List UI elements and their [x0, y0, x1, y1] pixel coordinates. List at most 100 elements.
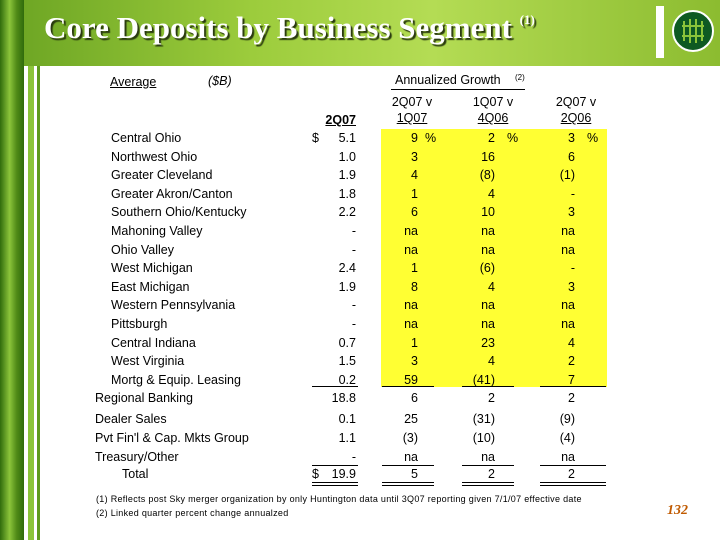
value-2q07: -: [351, 317, 356, 331]
value-2q07: 1.8: [338, 186, 356, 201]
segment-row-label: Dealer Sales: [95, 412, 167, 426]
growth-1q07-v-4q06: na: [481, 224, 495, 238]
growth-2q07-v-2q06: 3: [568, 131, 575, 145]
growth-2q07-v-2q06: na: [561, 224, 575, 238]
segment-row-label: Greater Cleveland: [111, 168, 213, 183]
total-double-line: [462, 482, 514, 483]
title-banner: [0, 0, 720, 66]
dollar-sign: $: [312, 131, 319, 145]
growth-2q07-v-2q06: 7: [568, 372, 575, 387]
footnote-1: (1) Reflects post Sky merger organizatio…: [96, 494, 582, 504]
growth-2q07-v-1q07: 1: [411, 261, 418, 276]
header-col2-line2: 1Q07: [396, 111, 428, 125]
segment-row-label: Greater Akron/Canton: [111, 186, 233, 201]
value-2q07: 0.7: [338, 335, 356, 350]
growth-2q07-v-2q06: 2: [568, 467, 575, 481]
subtotal-line: [540, 386, 606, 387]
header-growth: Annualized Growth: [395, 73, 501, 87]
growth-2q07-v-2q06: na: [561, 242, 575, 257]
value-2q07: 0.2: [338, 372, 356, 387]
segment-row-label: Western Pennsylvania: [111, 298, 236, 313]
header-col2-line1: 2Q07 v: [391, 95, 433, 109]
total-double-line: [312, 482, 358, 483]
growth-2q07-v-2q06: na: [561, 298, 575, 313]
growth-1q07-v-4q06: 4: [488, 354, 495, 369]
value-2q07: 2.4: [338, 261, 356, 276]
value-2q07: -: [351, 298, 356, 313]
regional-banking-label: Regional Banking: [95, 391, 193, 405]
growth-2q07-v-1q07: 4: [411, 168, 418, 183]
left-accent-bar: [0, 0, 24, 540]
value-2q07: -: [351, 449, 356, 464]
dollar-sign: $: [312, 467, 319, 481]
growth-2q07-v-2q06: -: [570, 186, 575, 201]
growth-2q07-v-1q07: 59: [404, 372, 418, 387]
segment-row-label: West Virginia: [111, 354, 185, 369]
value-2q07: 0.1: [338, 412, 356, 426]
segment-row-label: Southern Ohio/Kentucky: [111, 205, 247, 220]
growth-2q07-v-1q07: 25: [404, 412, 418, 426]
growth-2q07-v-2q06: 6: [568, 149, 575, 164]
segment-row-label: East Michigan: [111, 279, 190, 294]
growth-2q07-v-1q07: 9: [411, 131, 418, 145]
total-line: [540, 465, 606, 466]
growth-1q07-v-4q06: na: [481, 449, 495, 464]
growth-2q07-v-1q07: 5: [411, 467, 418, 481]
segment-row-label: Treasury/Other: [95, 449, 179, 464]
growth-2q07-v-1q07: na: [404, 242, 418, 257]
value-2q07: 5.1: [338, 131, 356, 145]
growth-1q07-v-4q06: na: [481, 298, 495, 313]
growth-1q07-v-4q06: (10): [472, 430, 495, 445]
title-footnote-marker: (1): [519, 12, 535, 27]
growth-2q07-v-2q06: 3: [568, 279, 575, 294]
total-label: Total: [122, 467, 149, 481]
page-number: 132: [667, 503, 688, 518]
value-2q07: 1.1: [338, 430, 356, 445]
segment-row-label: Central Indiana: [111, 335, 196, 350]
growth-1q07-v-4q06: na: [481, 317, 495, 331]
growth-1q07-v-4q06: (8): [479, 168, 495, 183]
growth-2q07-v-1q07: na: [404, 298, 418, 313]
total-double-line: [540, 482, 606, 483]
growth-2q07-v-2q06: (9): [559, 412, 575, 426]
segment-row-label: Central Ohio: [111, 131, 182, 145]
growth-2q07-v-1q07: 6: [411, 205, 418, 220]
header-col-2q07: 2Q07: [325, 113, 356, 127]
growth-1q07-v-4q06: 4: [488, 186, 495, 201]
growth-1q07-v-4q06: 16: [481, 149, 495, 164]
growth-2q07-v-1q07: na: [404, 224, 418, 238]
segment-row-label: West Michigan: [111, 261, 193, 276]
value-2q07: 1.5: [338, 354, 356, 369]
growth-1q07-v-4q06: 4: [488, 279, 495, 294]
segment-row-label: Ohio Valley: [111, 242, 174, 257]
growth-2q07-v-2q06: 4: [568, 335, 575, 350]
pct-sign: %: [425, 131, 437, 145]
growth-2q07-v-1q07: 3: [411, 149, 418, 164]
growth-2q07-v-1q07: na: [404, 449, 418, 464]
growth-2q07-v-2q06: 2: [568, 354, 575, 369]
growth-2q07-v-1q07: 3: [411, 354, 418, 369]
subtotal-line: [382, 386, 434, 387]
segment-row-label: Pvt Fin'l & Cap. Mkts Group: [95, 430, 249, 445]
subtotal-line: [462, 386, 514, 387]
header-col3-line1: 1Q07 v: [472, 95, 514, 109]
growth-2q07-v-2q06: (4): [559, 430, 575, 445]
total-double-line: [540, 485, 606, 486]
growth-1q07-v-4q06: (41): [472, 372, 495, 387]
total-double-line: [382, 485, 434, 486]
total-line: [382, 465, 434, 466]
growth-2q07-v-1q07: 1: [411, 186, 418, 201]
header-col4-line1: 2Q07 v: [555, 95, 597, 109]
growth-1q07-v-4q06: 2: [488, 467, 495, 481]
header-units: ($B): [208, 74, 232, 88]
growth-1q07-v-4q06: 10: [481, 205, 495, 220]
total-double-line: [462, 485, 514, 486]
growth-2q07-v-1q07: na: [404, 317, 418, 331]
subtotal-line: [312, 386, 358, 387]
segment-row-label: Mahoning Valley: [111, 224, 203, 238]
header-average: Average: [110, 75, 157, 89]
left-accent-stripe-thin: [37, 66, 40, 540]
growth-2q07-v-2q06: na: [561, 317, 575, 331]
total-double-line: [312, 485, 358, 486]
total-double-line: [382, 482, 434, 483]
